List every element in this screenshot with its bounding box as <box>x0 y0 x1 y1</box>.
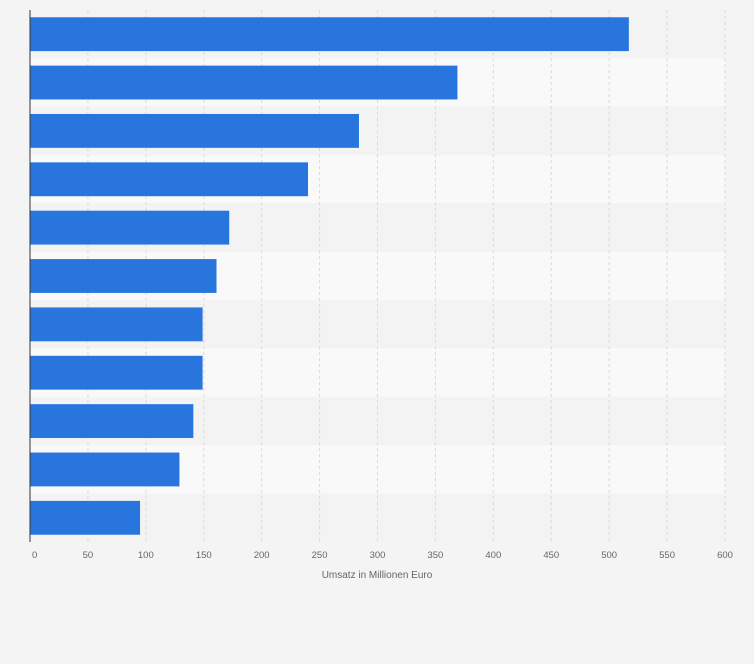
x-tick-label: 0 <box>32 550 37 561</box>
x-tick-label: 400 <box>485 550 501 561</box>
x-tick-label: 350 <box>427 550 443 561</box>
x-tick-label: 200 <box>254 550 270 561</box>
x-tick-label: 150 <box>196 550 212 561</box>
bar <box>30 307 203 342</box>
x-tick-label: 450 <box>543 550 559 561</box>
x-tick-label: 100 <box>138 550 154 561</box>
bar <box>30 500 141 535</box>
x-tick-label: 50 <box>83 550 94 561</box>
bar <box>30 452 180 487</box>
bar <box>30 210 230 245</box>
x-tick-label: 600 <box>717 550 733 561</box>
x-tick-label: 300 <box>370 550 386 561</box>
x-axis-ticks: 0 50 100 150 200 250 300 350 400 450 500 550 600 <box>32 550 733 561</box>
bar <box>30 404 194 439</box>
x-tick-label: 550 <box>659 550 675 561</box>
bar <box>30 259 217 293</box>
bar <box>30 17 629 52</box>
x-axis-label: Umsatz in Millionen Euro <box>322 570 433 581</box>
bar <box>30 113 359 148</box>
x-tick-label: 250 <box>312 550 328 561</box>
bars <box>30 17 629 535</box>
x-tick-label: 500 <box>601 550 617 561</box>
bar <box>30 162 308 197</box>
bar <box>30 65 458 100</box>
bar <box>30 355 203 390</box>
